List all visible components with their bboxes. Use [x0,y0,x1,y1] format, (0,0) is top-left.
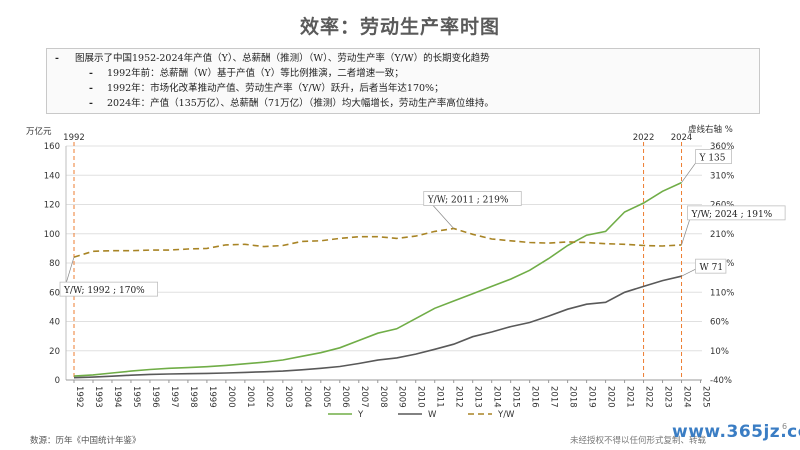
x-tick-label: 2024 [682,386,692,408]
annotation-label: Y/W; 1992 ; 170% [63,286,145,296]
x-tick-label: 2022 [644,386,654,408]
x-tick-label: 2010 [416,386,426,408]
legend-label: W [428,410,437,420]
x-tick-label: 1998 [188,386,198,408]
x-tick-label: 1999 [207,386,217,408]
annotation-box [695,149,732,164]
x-tick-label: 2006 [340,386,350,408]
reference-line-label: 2024 [671,133,693,143]
series-line-W [73,275,682,379]
x-tick-label: 2014 [492,386,502,408]
x-tick-label: 2003 [283,386,293,408]
x-tick-label: 2005 [321,386,331,408]
x-tick-label: 2002 [264,386,274,408]
x-tick-label: 2021 [625,386,635,408]
x-tick-label: 1994 [112,386,122,408]
x-tick-label: 1993 [93,386,103,408]
x-tick-label: 2016 [530,386,540,408]
y-left-tick-label: 120 [44,201,60,211]
rights-note: 未经授权不得以任何形式复制、转载 [570,436,707,446]
legend-label: Y/W [497,410,515,420]
y-right-tick-label: 110% [710,288,734,298]
series-line-Y [73,181,682,377]
y-right-tick-label: 360% [710,142,734,152]
note-line: 1992年前：总薪酬（W）基于产值（Y）等比例推演，二者增速一致； [107,68,404,79]
note-bullet: - [89,98,93,109]
x-tick-label: 2015 [511,386,521,408]
y-right-tick-label: 60% [710,318,729,328]
annotation-label: Y/W; 2024 ; 191% [691,210,773,220]
annotation-box [423,191,522,206]
y-left-tick-label: 140 [44,171,60,181]
y-right-tick-label: 10% [710,347,729,357]
x-tick-label: 2012 [454,386,464,408]
note-line: 图展示了中国1952-2024年产值（Y）、总薪酬（推测）（W）、劳动生产率（Y… [75,53,490,64]
x-tick-label: 2017 [549,386,559,408]
x-tick-label: 2008 [378,386,388,408]
y-right-tick-label: 210% [710,230,734,240]
x-tick-label: 2013 [473,386,483,408]
x-tick-label: 2004 [302,386,312,408]
note-line: 2024年：产值（135万亿）、总薪酬（71万亿）（推测）均大幅增长，劳动生产率… [107,98,494,109]
series-line-YW [73,227,682,258]
annotation-label: Y 135 [699,154,726,164]
x-tick-label: 2019 [587,386,597,408]
x-tick-label: 1992 [74,386,84,408]
annotation-box [59,281,158,297]
y-left-tick-label: 40 [49,318,60,328]
note-line: 1992年：市场化改革推动产值、劳动生产率（Y/W）跃升，后者当年达170%； [107,83,444,94]
notes-box: - 图展示了中国1952-2024年产值（Y）、总薪酬（推测）（W）、劳动生产率… [46,48,760,114]
y-left-tick-label: 0 [55,376,60,386]
x-tick-label: 1996 [150,386,160,408]
x-tick-label: 1995 [131,386,141,408]
x-tick-label: 2009 [397,386,407,408]
y-left-tick-label: 100 [44,230,60,240]
y-left-tick-label: 80 [49,259,60,269]
note-bullet: - [89,83,93,94]
x-tick-label: 2020 [606,386,616,408]
x-tick-label: 2007 [359,386,369,408]
annotation-label: Y/W; 2011 ; 219% [427,195,509,205]
y-left-tick-label: 60 [49,288,60,298]
x-tick-label: 2025 [701,386,711,408]
y-left-tick-label: 160 [44,142,60,152]
reference-line-label: 1992 [63,133,85,143]
y-right-axis-label: 虚线右轴 % [688,124,733,135]
note-bullet: - [89,68,93,79]
x-tick-label: 2018 [568,386,578,408]
x-tick-label: 2011 [435,386,445,408]
x-tick-label: 2023 [663,386,673,408]
x-tick-label: 2000 [226,386,236,408]
x-tick-label: 1997 [169,386,179,408]
x-tick-label: 2001 [245,386,255,408]
y-left-axis-label: 万亿元 [26,126,52,137]
annotation-box [695,258,727,274]
watermark: www.365jz.com [672,422,800,442]
annotation-box [687,205,786,221]
legend-label: Y [357,410,364,420]
y-right-tick-label: -40% [710,376,732,386]
y-left-tick-label: 20 [49,347,60,357]
reference-line-label: 2022 [633,133,655,143]
page-number: 6 [782,422,788,431]
note-bullet: - [55,53,59,64]
annotation-label: W 71 [700,263,724,273]
source-note: 数源：历年《中国统计年鉴》 [30,436,141,446]
y-right-tick-label: 310% [710,171,734,181]
page-title: 效率：劳动生产率时图 [299,16,500,38]
